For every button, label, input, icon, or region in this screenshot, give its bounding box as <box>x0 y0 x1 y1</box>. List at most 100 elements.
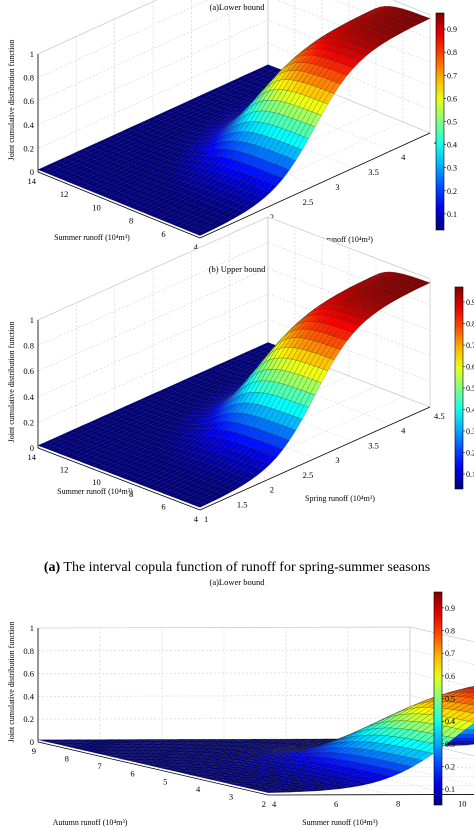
y-tick-label: 9 <box>32 746 36 756</box>
colorbar-tick-label: 0.9 <box>466 298 474 307</box>
colorbar-tick-label: 0.3 <box>445 740 455 749</box>
colorbar-tick-label: 0.2 <box>447 187 457 196</box>
surface-mesh <box>37 6 431 236</box>
x-tick-label: 8 <box>396 799 400 809</box>
y-tick-label: 4 <box>194 514 199 524</box>
z-tick-label: 1 <box>30 315 34 325</box>
z-tick-label: 0 <box>30 167 34 177</box>
y-tick-label: 4 <box>194 242 199 252</box>
z-tick-label: 0.6 <box>23 96 34 106</box>
y-tick-label: 6 <box>161 229 165 239</box>
x-tick-label: 6 <box>334 799 338 809</box>
z-gridline <box>37 43 431 149</box>
z-tick-label: 0.2 <box>23 714 34 724</box>
x-tick-label: 4 <box>272 799 277 809</box>
caption-letter: (a) <box>43 560 61 575</box>
colorbar-tick-label: 0.6 <box>466 363 474 372</box>
z-gridline <box>37 216 431 321</box>
colorbar-tick-label: 0.4 <box>466 405 474 414</box>
y-tick-label: 12 <box>60 189 69 199</box>
colorbar-tick-label: 0.4 <box>447 141 457 150</box>
z-tick-label: 0.8 <box>23 341 34 351</box>
y-tick-label: 6 <box>130 769 134 779</box>
y-tick-label: 10 <box>92 202 101 212</box>
y-axis-label: Summer runoff (10⁴m³) <box>57 487 133 496</box>
chart-title: (b) Upper bound <box>209 264 266 274</box>
z-tick-label: 0.6 <box>23 669 34 679</box>
z-tick-label: 0.8 <box>23 646 34 656</box>
z-tick-label: 0.8 <box>23 73 34 83</box>
y-axis-label: Summer runoff (10⁴m³) <box>54 233 130 242</box>
z-tick-label: 1 <box>30 49 34 59</box>
x-tick-label: 4 <box>401 426 406 436</box>
surface-mesh <box>37 271 431 508</box>
x-tick-label: 3 <box>335 455 339 465</box>
first-axis-line <box>37 171 201 239</box>
x-tick-label: 2.5 <box>303 470 314 480</box>
y-tick-label: 14 <box>28 452 37 462</box>
x-tick-label: 10 <box>458 799 467 809</box>
colorbar-tick-label: 0.6 <box>445 672 455 681</box>
y-axis-label: Autumn runoff (10⁴m³) <box>53 818 128 827</box>
chart-title: (a)Lower bound <box>210 2 266 12</box>
x-tick-label: 3.5 <box>368 167 379 177</box>
z-tick-label: 1 <box>30 623 34 633</box>
y-tick-label: 14 <box>28 176 37 186</box>
colorbar-tick-label: 0.8 <box>445 627 455 636</box>
z-gridline <box>37 293 431 398</box>
z-tick-label: 0.2 <box>23 417 34 427</box>
colorbar-tick-label: 0.1 <box>445 785 455 794</box>
colorbar-tick-label: 0.2 <box>445 762 455 771</box>
x-tick-label: 4.5 <box>434 411 445 421</box>
colorbar-tick-label: 0.8 <box>447 48 457 57</box>
x-tick-label: 2 <box>270 212 274 222</box>
figure-caption: (a) The interval copula function of runo… <box>0 560 474 576</box>
z-tick-label: 0 <box>30 737 34 747</box>
colorbar-tick-label: 0.1 <box>466 470 474 479</box>
y-tick-label: 8 <box>129 216 133 226</box>
colorbar <box>454 286 464 490</box>
colorbar-tick-label: 0.9 <box>445 604 455 613</box>
x-tick-label: 4 <box>401 152 406 162</box>
z-gridline <box>37 242 431 346</box>
colorbar-tick-label: 0.5 <box>466 384 474 393</box>
colorbar-tick-label: 0.2 <box>466 448 474 457</box>
colorbar-tick-label: 0.3 <box>466 427 474 436</box>
x-tick-label: 3.5 <box>368 440 379 450</box>
surface-chart-3: 00.20.40.60.819876543246810121416(a)Lowe… <box>7 577 474 827</box>
x-tick-label: 1 <box>204 514 208 524</box>
colorbar-tick-label: 0.7 <box>466 341 474 350</box>
colorbar-tick-label: 0.4 <box>445 717 455 726</box>
second-axis-line <box>199 132 431 239</box>
colorbar <box>435 12 445 231</box>
colorbar-tick-label: 0.8 <box>466 320 474 329</box>
x-axis-label: Summer runoff (10⁴m³) <box>302 818 378 827</box>
second-axis-line <box>267 794 474 796</box>
z-tick-label: 0 <box>30 443 34 453</box>
y-tick-label: 8 <box>65 754 69 764</box>
z-tick-label: 0.2 <box>23 143 34 153</box>
x-tick-label: 2 <box>270 485 274 495</box>
z-tick-label: 0.6 <box>23 366 34 376</box>
x-tick-label: 1.5 <box>237 499 248 509</box>
z-axis-label: Joint cumulative distribution function <box>7 40 16 161</box>
y-tick-label: 6 <box>161 502 165 512</box>
colorbar-tick-label: 0.1 <box>447 210 457 219</box>
colorbar <box>433 591 443 806</box>
first-axis-line <box>37 741 269 796</box>
caption-text: The interval copula function of runoff f… <box>63 560 431 575</box>
x-axis-label: Spring runoff (10⁴m³) <box>305 494 375 503</box>
colorbar-tick-label: 0.5 <box>445 695 455 704</box>
first-axis-line <box>37 447 201 511</box>
surface-mesh <box>37 686 474 793</box>
z-axis-label: Joint cumulative distribution function <box>7 622 16 743</box>
z-gridline <box>37 19 431 126</box>
y-tick-label: 2 <box>262 799 266 809</box>
colorbar-tick-label: 0.3 <box>447 164 457 173</box>
z-tick-label: 0.4 <box>23 691 34 701</box>
y-tick-label: 8 <box>129 489 133 499</box>
y-tick-label: 4 <box>196 784 201 794</box>
x-tick-label: 2.5 <box>303 197 314 207</box>
